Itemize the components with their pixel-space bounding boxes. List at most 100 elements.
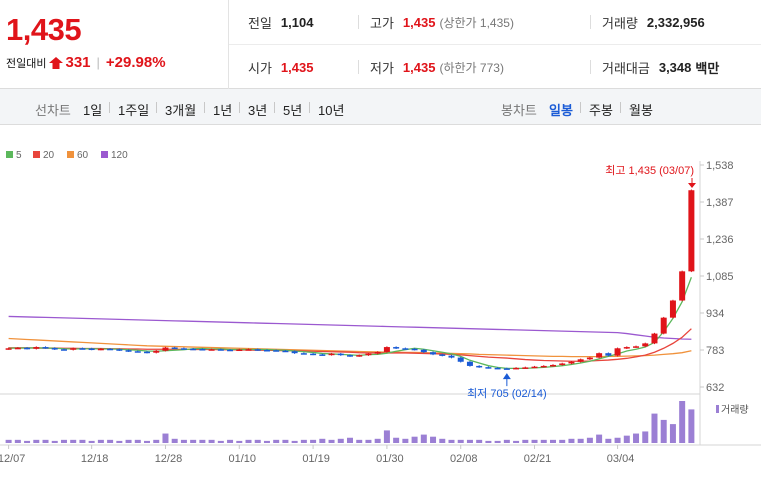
candle-body [208, 349, 215, 351]
volume-bar [466, 439, 473, 443]
volume-bar [125, 439, 132, 443]
toolbar-separator [309, 102, 310, 113]
weekly-candle-button[interactable]: 주봉 [589, 103, 613, 118]
volume-bar [79, 439, 86, 443]
candle-body [549, 364, 556, 367]
candle-body [190, 348, 197, 351]
volume-bar [513, 440, 520, 443]
candle-body [383, 347, 390, 352]
volume-bar [430, 436, 437, 443]
volume-bar [531, 439, 538, 443]
candle-body [457, 357, 464, 362]
candle-body [356, 355, 363, 357]
upper-limit-icon [49, 56, 64, 69]
candle-body [660, 317, 667, 334]
period-3y-button[interactable]: 3년 [248, 103, 268, 118]
candle-body [688, 190, 695, 272]
toolbar-separator [620, 102, 621, 113]
volume-bar [448, 439, 455, 443]
candle-body [97, 348, 104, 351]
volume-bar [669, 424, 676, 443]
period-10y-button[interactable]: 10년 [318, 103, 345, 118]
volume-bar [227, 439, 234, 443]
price-chart[interactable]: 5 20 60 120 1,538 1,387 1,236 1,085 934 783 632 12/… [0, 125, 761, 477]
period-1w-button[interactable]: 1주일 [118, 103, 150, 118]
volume-bar [494, 440, 501, 443]
x-tick-label: 01/30 [376, 453, 404, 465]
volume-bar [559, 439, 566, 443]
volume-bar [5, 439, 12, 443]
volume-bar [688, 409, 695, 443]
candle-body [319, 354, 326, 356]
stock-summary: 1,435 전일대비 331 | +29.98% 전일 1,104 고가 1,4… [0, 0, 761, 89]
quote-grid: 전일 1,104 고가 1,435 (상한가 1,435) 거래량 2,332,… [229, 0, 761, 89]
candle-body [116, 349, 123, 351]
volume-bar [254, 439, 261, 443]
volume-bar [605, 438, 612, 443]
candle-body [513, 367, 520, 370]
toolbar-separator [274, 102, 275, 113]
candle-body [51, 348, 58, 350]
volume-bar [411, 436, 418, 443]
x-tick-label: 01/10 [229, 453, 257, 465]
volume-bar [439, 438, 446, 443]
volume-bar [651, 413, 658, 443]
candle-body [393, 347, 400, 349]
volume-bar [24, 440, 31, 443]
candle-body [679, 271, 686, 301]
candle-body [633, 346, 640, 348]
period-3m-button[interactable]: 3개월 [165, 103, 197, 118]
x-tick-label: 01/19 [302, 453, 330, 465]
period-5y-button[interactable]: 5년 [283, 103, 303, 118]
volume-bar [642, 431, 649, 443]
candle-body [180, 348, 187, 350]
volume-bar [208, 439, 215, 443]
volume-bar [679, 401, 686, 443]
volume-bar [633, 433, 640, 443]
y-tick-label: 1,538 [706, 160, 734, 172]
quote-low: 저가 1,435 (하한가 773) [370, 59, 504, 76]
volume-bar [171, 438, 178, 443]
volume-bar [402, 438, 409, 443]
volume-bar [51, 440, 58, 443]
volume-bar [457, 439, 464, 443]
y-tick-label: 632 [706, 382, 724, 394]
quote-separator [590, 15, 591, 29]
volume-bar [540, 439, 547, 443]
period-1y-button[interactable]: 1년 [213, 103, 233, 118]
volume-bar [485, 440, 492, 443]
volume-bar [14, 439, 21, 443]
volume-bar [97, 439, 104, 443]
candle-body [522, 367, 529, 369]
monthly-candle-button[interactable]: 월봉 [629, 103, 653, 118]
daily-candle-button[interactable]: 일봉 [549, 103, 573, 118]
candle-body [125, 350, 132, 352]
candle-body [33, 347, 40, 349]
quote-separator [358, 15, 359, 29]
chart-svg[interactable]: 5 20 60 120 1,538 1,387 1,236 1,085 934 783 632 12/… [0, 125, 761, 477]
toolbar-separator [109, 102, 110, 113]
volume-bar [153, 439, 160, 443]
toolbar-separator [204, 102, 205, 113]
candle-body [605, 353, 612, 356]
toolbar-separator [239, 102, 240, 113]
candle-body [144, 351, 151, 354]
volume-bar [568, 438, 575, 443]
legend-label-20: 20 [43, 150, 55, 161]
volume-bar [614, 437, 621, 443]
legend-label-60: 60 [77, 150, 89, 161]
candle-body [171, 347, 178, 350]
high-annotation: 최고 1,435 (03/07) [605, 164, 694, 177]
volume-bar [476, 439, 483, 443]
volume-bar [116, 440, 123, 443]
volume-bar [107, 439, 114, 443]
volume-bar [190, 439, 197, 443]
period-1d-button[interactable]: 1일 [83, 103, 103, 118]
candle-body [476, 365, 483, 368]
candle-body [236, 349, 243, 352]
volume-bar [300, 439, 307, 443]
legend-swatch-60 [67, 151, 74, 158]
toolbar-separator [580, 102, 581, 113]
quote-divider [229, 44, 761, 45]
quote-separator [358, 60, 359, 74]
